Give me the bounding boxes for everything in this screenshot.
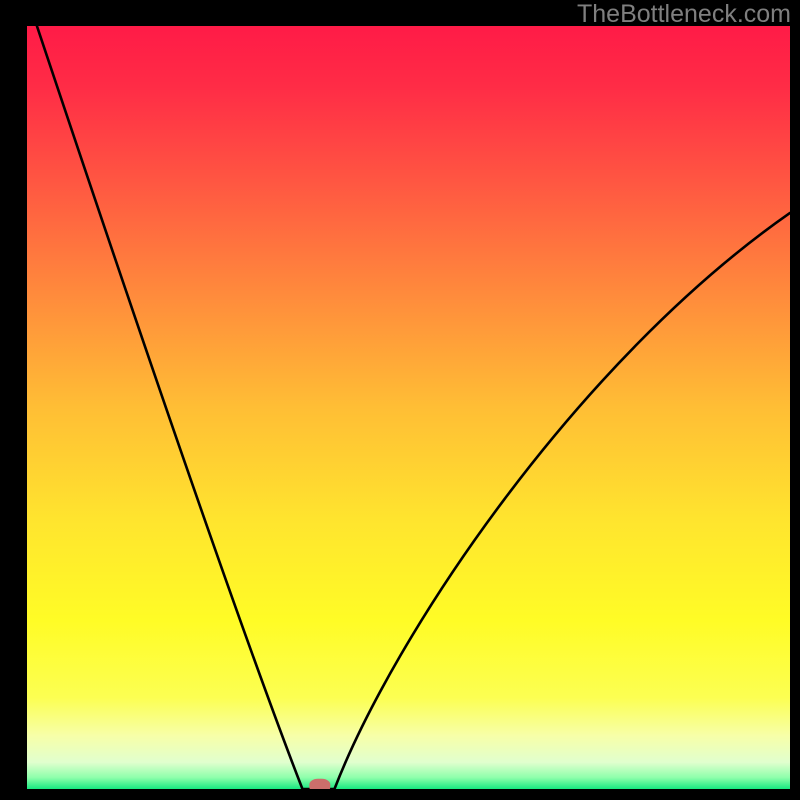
plot-area (27, 26, 790, 789)
gradient-background (27, 26, 790, 789)
plot-svg (27, 26, 790, 789)
watermark-text: TheBottleneck.com (577, 0, 791, 29)
optimum-marker (309, 779, 330, 789)
